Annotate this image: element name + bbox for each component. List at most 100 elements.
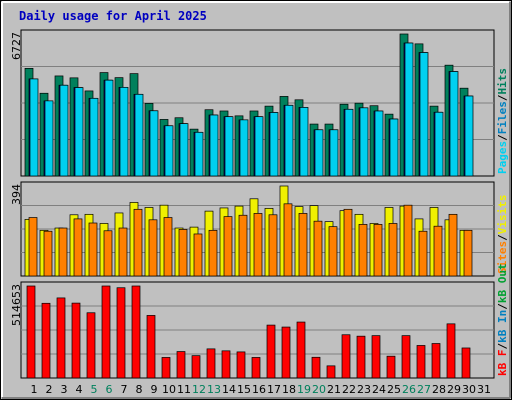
legend--: / bbox=[496, 134, 509, 141]
bar bbox=[373, 224, 383, 277]
legend--: / bbox=[496, 303, 509, 310]
bar bbox=[148, 219, 158, 277]
bar bbox=[178, 229, 188, 277]
bar bbox=[101, 285, 111, 379]
legend-kb-in: kB In bbox=[496, 310, 509, 343]
bar bbox=[59, 84, 69, 177]
x-tick-label: 29 bbox=[447, 383, 461, 396]
bar bbox=[419, 52, 429, 177]
bar bbox=[404, 42, 414, 177]
x-tick-label: 1 bbox=[31, 383, 38, 396]
x-tick-label: 25 bbox=[387, 383, 401, 396]
bar bbox=[179, 123, 189, 177]
bar bbox=[328, 226, 338, 277]
x-tick-label: 21 bbox=[327, 383, 341, 396]
x-tick-label: 5 bbox=[91, 383, 98, 396]
bar bbox=[416, 345, 426, 379]
bar bbox=[341, 334, 351, 379]
bar bbox=[26, 285, 36, 379]
legend-kb-out: kB Out bbox=[496, 263, 509, 303]
x-tick-label: 8 bbox=[136, 383, 143, 396]
bar bbox=[116, 287, 126, 379]
bar bbox=[131, 285, 141, 379]
bar bbox=[239, 119, 249, 177]
bar bbox=[86, 312, 96, 379]
x-tick-label: 18 bbox=[282, 383, 296, 396]
bar bbox=[284, 104, 294, 177]
bar bbox=[251, 357, 261, 379]
x-tick-label: 23 bbox=[357, 383, 371, 396]
bar bbox=[88, 222, 98, 277]
bar bbox=[356, 335, 366, 379]
bar bbox=[254, 116, 264, 177]
bar bbox=[281, 326, 291, 379]
x-tick-label: 15 bbox=[237, 383, 251, 396]
x-tick-label: 14 bbox=[222, 383, 236, 396]
bar bbox=[374, 110, 384, 177]
series-sites bbox=[28, 203, 473, 277]
bar bbox=[176, 351, 186, 379]
bar bbox=[161, 357, 171, 379]
legend-kb-f: kB F bbox=[496, 350, 509, 377]
bar bbox=[223, 216, 233, 277]
series-pages bbox=[29, 42, 474, 177]
bar bbox=[446, 323, 456, 379]
legend-pages: Pages bbox=[496, 141, 509, 174]
series-kb-f bbox=[26, 285, 471, 379]
side-legend: kB F/kB In/kB Out bbox=[496, 263, 509, 376]
bar bbox=[224, 116, 234, 177]
bar bbox=[149, 110, 159, 177]
bar bbox=[388, 223, 398, 277]
legend-hits: Hits bbox=[496, 68, 509, 95]
bar bbox=[344, 108, 354, 177]
x-tick-label: 27 bbox=[417, 383, 431, 396]
side-legend: Pages/Files/Hits bbox=[496, 68, 509, 174]
x-axis-day-labels: 1 2 3 4 5 6 7 8 9 10 11 12 13 14 15 16 17 18 19 20 21 22 23 24 2… bbox=[31, 383, 492, 396]
bar bbox=[56, 297, 66, 379]
bar bbox=[449, 71, 459, 177]
legend--: / bbox=[496, 94, 509, 101]
bar bbox=[269, 112, 279, 177]
bar bbox=[313, 220, 323, 277]
x-tick-label: 30 bbox=[462, 383, 476, 396]
x-tick-label: 3 bbox=[61, 383, 68, 396]
x-tick-label: 31 bbox=[477, 383, 491, 396]
legend-visits: Visits bbox=[496, 195, 509, 235]
bar bbox=[73, 218, 83, 277]
x-tick-label: 26 bbox=[402, 383, 416, 396]
bar bbox=[103, 230, 113, 277]
bar bbox=[343, 208, 353, 277]
bar bbox=[134, 93, 144, 177]
bar bbox=[194, 131, 204, 177]
panel-visits-sites: 394 Sites/Visits bbox=[10, 181, 509, 277]
bar bbox=[41, 302, 51, 379]
bar bbox=[238, 214, 248, 277]
bar bbox=[146, 315, 156, 379]
bar bbox=[208, 229, 218, 277]
bar bbox=[389, 118, 399, 177]
bar bbox=[28, 217, 38, 277]
x-tick-label: 19 bbox=[297, 383, 311, 396]
bar bbox=[71, 302, 81, 379]
bar bbox=[164, 125, 174, 177]
legend--: / bbox=[496, 343, 509, 350]
bar bbox=[434, 111, 444, 177]
y-max-label: 394 bbox=[10, 184, 23, 205]
legend-files: Files bbox=[496, 101, 509, 134]
y-max-label: 514653 bbox=[10, 284, 23, 326]
y-max-label: 6727 bbox=[10, 32, 23, 60]
bar bbox=[163, 217, 173, 277]
bar bbox=[191, 355, 201, 379]
x-tick-label: 10 bbox=[162, 383, 176, 396]
bar bbox=[89, 97, 99, 177]
bar bbox=[74, 87, 84, 177]
bar bbox=[431, 343, 441, 379]
x-tick-label: 4 bbox=[76, 383, 83, 396]
bar bbox=[221, 350, 231, 379]
bar bbox=[266, 324, 276, 379]
x-tick-label: 13 bbox=[207, 383, 221, 396]
